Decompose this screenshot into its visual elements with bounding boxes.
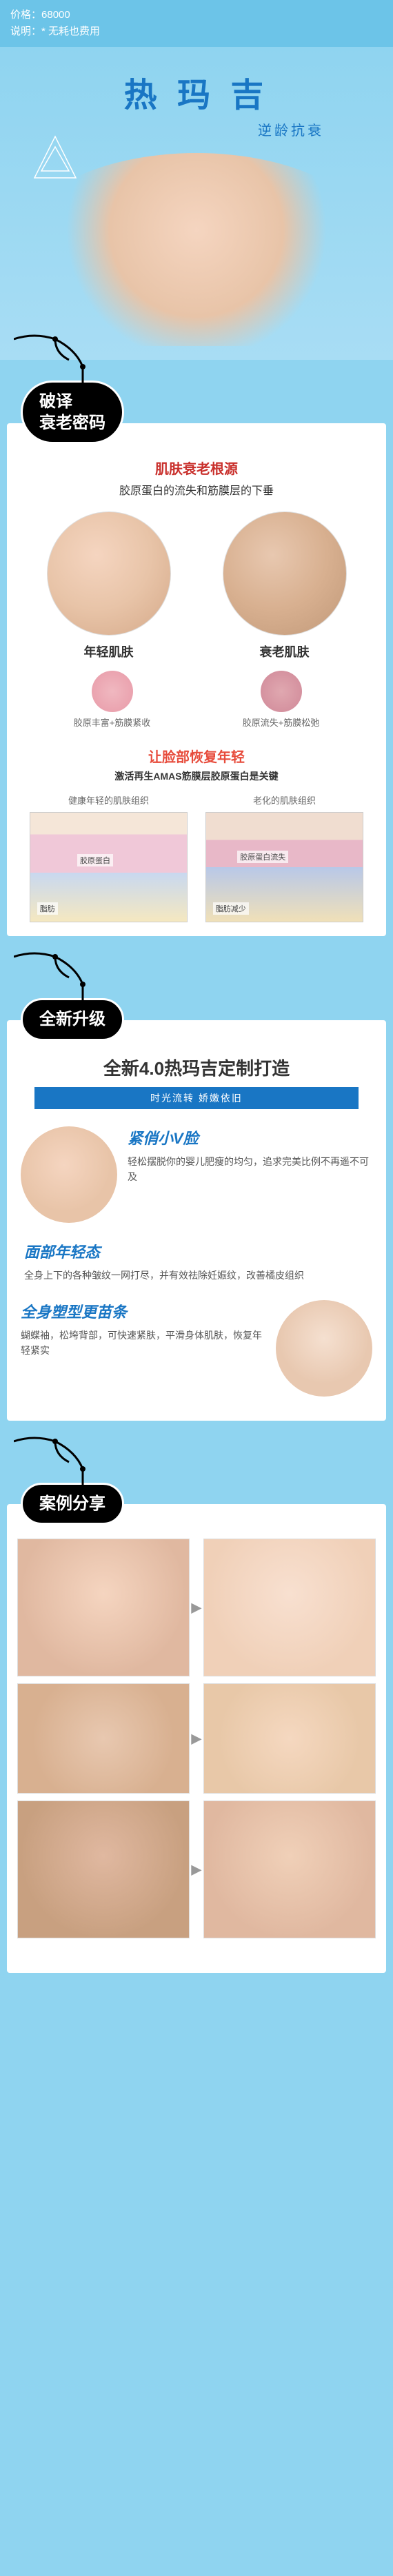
diagram-row: 健康年轻的肌肤组织 胶原蛋白 脂肪 老化的肌肤组织 胶原蛋白流失 脂肪减少 [7,793,386,922]
case-2-after [203,1683,376,1794]
benefit-3-title: 全身塑型更苗条 [21,1300,265,1322]
skin-diagram-aged: 胶原蛋白流失 脂肪减少 [205,812,364,922]
diagram-aged: 老化的肌肤组织 胶原蛋白流失 脂肪减少 [205,793,364,922]
desc-row: 说明：* 无耗也费用 [10,23,383,40]
benefit-1-desc: 轻松摆脱你的婴儿肥瘦的均匀，追求完美比例不再遥不可及 [128,1154,372,1185]
case-3-before [17,1801,190,1938]
header-bar: 价格：68000 说明：* 无耗也费用 [0,0,393,47]
benefit-2: 面部年轻态 全身上下的各种皱纹一网打尽，并有效祛除妊娠纹，改善橘皮组织 [7,1233,386,1290]
section-2: 全新4.0热玛吉定制打造 时光流转 娇嫩依旧 紧俏小V脸 轻松摆脱你的婴儿肥瘦的… [7,1020,386,1421]
price-value: 68000 [41,9,70,21]
desc-label: 说明： [10,26,41,37]
tissue-young-label: 胶原丰富+筋膜紧收 [36,716,188,729]
s1-title2: 让脸部恢复年轻 [7,746,386,766]
layer-collagen: 胶原蛋白 [77,854,113,866]
compare-young: 年轻肌肤 [30,511,188,660]
hero-model-image [14,153,379,346]
page-container: 价格：68000 说明：* 无耗也费用 热 玛 吉 逆龄抗衰 破译 衰老密码 肌… [0,0,393,1973]
old-face-image [223,511,347,636]
benefit-1-title: 紧俏小V脸 [128,1126,372,1148]
bracket-icon-3 [14,1434,152,1490]
s1-subtitle2: 激活再生AMAS筋膜层胶原蛋白是关键 [7,769,386,783]
case-1-after [203,1539,376,1676]
benefit-3-text: 全身塑型更苗条 蝴蝶袖，松垮背部，可快速紧肤，平滑身体肌肤，恢复年轻紧实 [21,1300,276,1359]
s1-subtitle: 胶原蛋白的流失和筋膜层的下垂 [7,481,386,498]
bracket-icon-2 [14,950,152,1005]
benefit-3: 全身塑型更苗条 蝴蝶袖，松垮背部，可快速紧肤，平滑身体肌肤，恢复年轻紧实 [7,1290,386,1407]
section-1: 肌肤衰老根源 胶原蛋白的流失和筋膜层的下垂 年轻肌肤 衰老肌肤 胶原丰富+筋膜紧… [7,423,386,936]
section-3: ▶ ▶ ▶ [7,1504,386,1973]
arrow-icon: ▶ [191,1599,201,1616]
case-row-2: ▶ [17,1683,376,1794]
benefit-1-image [21,1126,117,1223]
tissue-old: 胶原流失+筋膜松弛 [205,671,357,729]
cases-grid: ▶ ▶ ▶ [7,1504,386,1959]
tissue-old-label: 胶原流失+筋膜松弛 [205,716,357,729]
tissue-old-icon [261,671,302,712]
benefit-2-title: 面部年轻态 [24,1240,369,1262]
case-row-1: ▶ [17,1539,376,1676]
case-row-3: ▶ [17,1801,376,1938]
sign-plate-1: 破译 衰老密码 [21,381,124,444]
tissue-row: 胶原丰富+筋膜紧收 胶原流失+筋膜松弛 [7,671,386,729]
tissue-young: 胶原丰富+筋膜紧收 [36,671,188,729]
case-3-after [203,1801,376,1938]
hero-section: 热 玛 吉 逆龄抗衰 [0,47,393,360]
case-2-before [17,1683,190,1794]
young-label: 年轻肌肤 [30,642,188,660]
layer-fat: 脂肪 [37,902,58,915]
desc-value: * 无耗也费用 [41,26,100,37]
hanging-sign-1: 破译 衰老密码 [0,360,393,444]
benefit-3-image [276,1300,372,1397]
triangle-decor-icon [28,130,83,185]
benefit-1-text: 紧俏小V脸 轻松摆脱你的婴儿肥瘦的均匀，追求完美比例不再遥不可及 [117,1126,372,1185]
young-face-image [47,511,171,636]
tissue-young-icon [92,671,133,712]
skin-diagram-healthy: 胶原蛋白 脂肪 [30,812,188,922]
hanging-sign-3: 案例分享 [0,1462,393,1525]
bracket-icon [14,332,152,387]
price-label: 价格： [10,9,41,21]
s2-band: 时光流转 娇嫩依旧 [34,1087,359,1109]
compare-row: 年轻肌肤 衰老肌肤 [7,511,386,660]
layer-fat-less: 脂肪减少 [213,902,249,915]
benefit-3-desc: 蝴蝶袖，松垮背部，可快速紧肤，平滑身体肌肤，恢复年轻紧实 [21,1328,265,1359]
diagram-aged-label: 老化的肌肤组织 [205,793,364,807]
hanging-sign-2: 全新升级 [0,977,393,1040]
compare-old: 衰老肌肤 [205,511,364,660]
benefit-1: 紧俏小V脸 轻松摆脱你的婴儿肥瘦的均匀，追求完美比例不再遥不可及 [7,1116,386,1233]
arrow-icon-3: ▶ [191,1861,201,1878]
diagram-healthy: 健康年轻的肌肤组织 胶原蛋白 脂肪 [30,793,188,922]
hero-title: 热 玛 吉 [14,68,379,116]
layer-collagen-loss: 胶原蛋白流失 [237,851,288,863]
old-label: 衰老肌肤 [205,642,364,660]
arrow-icon-2: ▶ [191,1730,201,1747]
benefit-2-desc: 全身上下的各种皱纹一网打尽，并有效祛除妊娠纹，改善橘皮组织 [24,1268,369,1283]
price-row: 价格：68000 [10,7,383,23]
diagram-healthy-label: 健康年轻的肌肤组织 [30,793,188,807]
case-1-before [17,1539,190,1676]
